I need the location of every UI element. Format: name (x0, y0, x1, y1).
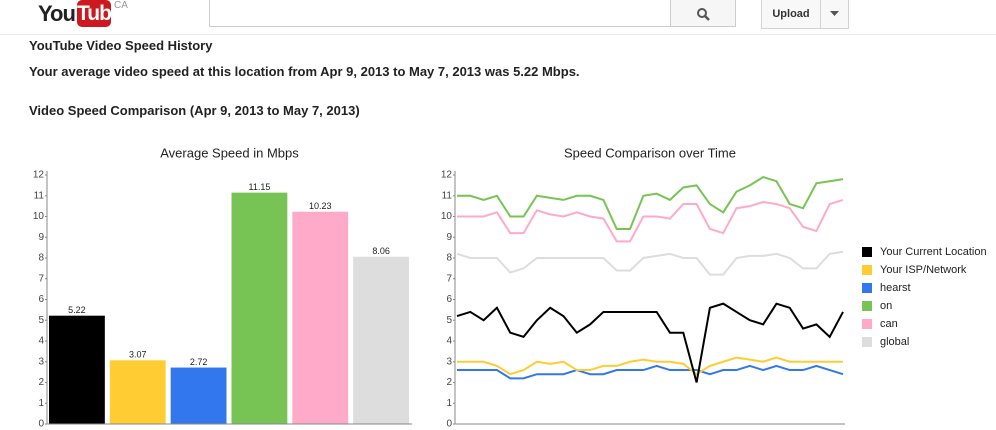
y-tick-label: 2 (446, 377, 452, 388)
legend-swatch (862, 265, 872, 275)
chart-title: Speed Comparison over Time (564, 145, 736, 160)
y-tick-label: 1 (38, 398, 44, 409)
series-line (457, 356, 843, 376)
y-tick-label: 12 (441, 170, 453, 181)
bar-chart: Average Speed in Mbps01234567891011125.2… (29, 142, 414, 430)
y-tick-label: 12 (33, 170, 45, 181)
y-tick-label: 5 (38, 315, 44, 326)
y-tick-label: 4 (446, 336, 452, 347)
value-label: 11.15 (248, 182, 270, 192)
bar (231, 192, 288, 424)
y-tick-label: 4 (38, 336, 44, 347)
y-tick-label: 11 (442, 190, 453, 201)
bar (49, 315, 105, 424)
series-line (457, 198, 844, 243)
legend-label: can (880, 318, 898, 330)
logo-you[interactable]: You (38, 1, 76, 26)
search-button[interactable] (670, 0, 736, 27)
chart-title: Average Speed in Mbps (160, 145, 299, 160)
legend-swatch (862, 283, 872, 293)
value-label: 3.07 (129, 350, 147, 360)
y-tick-label: 10 (441, 211, 453, 222)
legend-label: hearst (880, 282, 911, 294)
search-box[interactable] (209, 0, 671, 27)
caret (830, 11, 839, 16)
legend-swatch (862, 247, 872, 257)
legend-label: global (880, 336, 909, 348)
header: You Tube CA Upload (0, 0, 996, 35)
value-label: 8.06 (372, 246, 390, 256)
bar (109, 360, 166, 424)
bar (170, 367, 227, 424)
y-tick-label: 7 (38, 273, 44, 284)
value-label: 10.23 (309, 201, 332, 211)
bar (353, 256, 409, 424)
page-title: YouTube Video Speed History (29, 38, 213, 53)
y-tick-label: 11 (34, 190, 45, 201)
y-tick-label: 1 (446, 398, 452, 409)
series-line (457, 364, 844, 380)
series-line (457, 175, 844, 230)
y-tick-label: 0 (446, 419, 452, 430)
y-tick-label: 9 (38, 232, 44, 243)
series-line (456, 302, 844, 383)
y-tick-label: 8 (446, 253, 452, 264)
legend-swatch (862, 337, 872, 347)
y-tick-label: 8 (38, 253, 44, 264)
y-tick-label: 3 (446, 356, 452, 367)
y-tick-label: 2 (38, 377, 44, 388)
legend-label: Your ISP/Network (880, 264, 967, 276)
y-tick-label: 7 (446, 273, 452, 284)
y-tick-label: 6 (38, 294, 44, 305)
y-tick-label: 0 (38, 419, 44, 430)
upload-button[interactable]: Upload (761, 0, 821, 29)
upload-menu[interactable] (820, 0, 849, 29)
value-label: 2.72 (190, 357, 208, 367)
value-label: 5.22 (68, 305, 86, 315)
plot-bg (420, 142, 990, 430)
legend-label: on (880, 300, 892, 312)
series-line (456, 250, 844, 276)
region: CA (114, 0, 128, 11)
comparison-title: Video Speed Comparison (Apr 9, 2013 to M… (29, 103, 360, 118)
y-tick-label: 10 (33, 211, 45, 222)
y-tick-label: 5 (446, 315, 452, 326)
y-tick-label: 6 (446, 294, 452, 305)
legend-label: Your Current Location (880, 246, 987, 258)
bar (292, 211, 349, 424)
line-chart: Speed Comparison over Time01234567891011… (420, 142, 990, 430)
search-icon (697, 8, 710, 21)
y-tick-label: 3 (38, 356, 44, 367)
summary: Your average video speed at this locatio… (29, 64, 580, 79)
y-tick-label: 9 (446, 232, 452, 243)
logo-tube[interactable]: Tube (77, 0, 123, 27)
legend-swatch (862, 319, 872, 329)
legend-swatch (862, 301, 872, 311)
